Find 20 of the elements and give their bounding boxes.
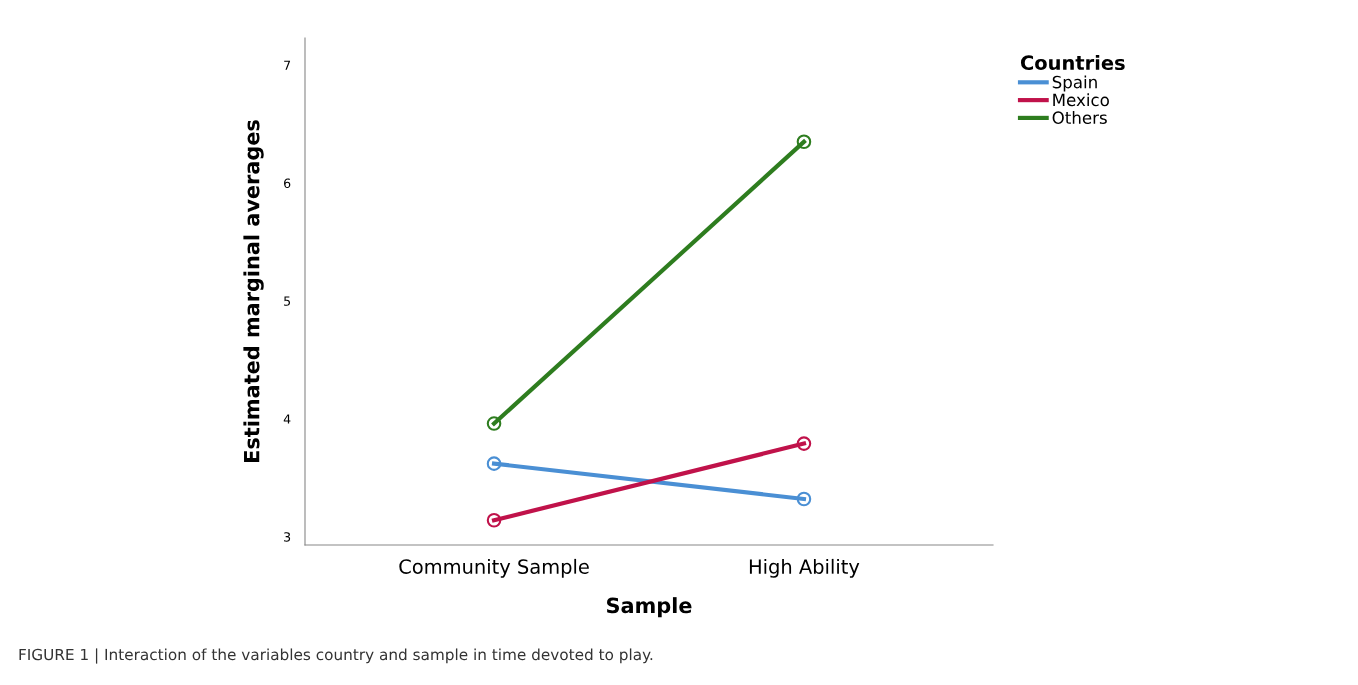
x-tick-label: Community Sample: [399, 558, 589, 578]
legend-label: Spain: [1052, 75, 1097, 92]
legend-label: Mexico: [1053, 93, 1109, 107]
point: [486, 512, 502, 528]
x-axis-title: Sample: [607, 597, 692, 618]
caption: FIGURE 1 | Interaction of the variables country and sample in time devoted to play.: [19, 648, 653, 664]
y-tick-label: 3: [284, 532, 291, 542]
y-tick-label: 7: [284, 60, 291, 70]
y-tick-label: 5: [284, 296, 291, 306]
legend-title: Countries: [1020, 55, 1125, 71]
legend-label: Others: [1052, 111, 1107, 124]
point: [796, 134, 812, 150]
point: [486, 416, 502, 431]
point: [796, 491, 812, 507]
x-tick-label: High Ability: [749, 558, 860, 578]
y-tick-label: 6: [284, 178, 291, 188]
y-tick-label: 4: [283, 414, 291, 424]
point: [796, 436, 812, 451]
y-axis-title: Estimated marginal averages: [243, 120, 264, 462]
point: [486, 456, 502, 471]
